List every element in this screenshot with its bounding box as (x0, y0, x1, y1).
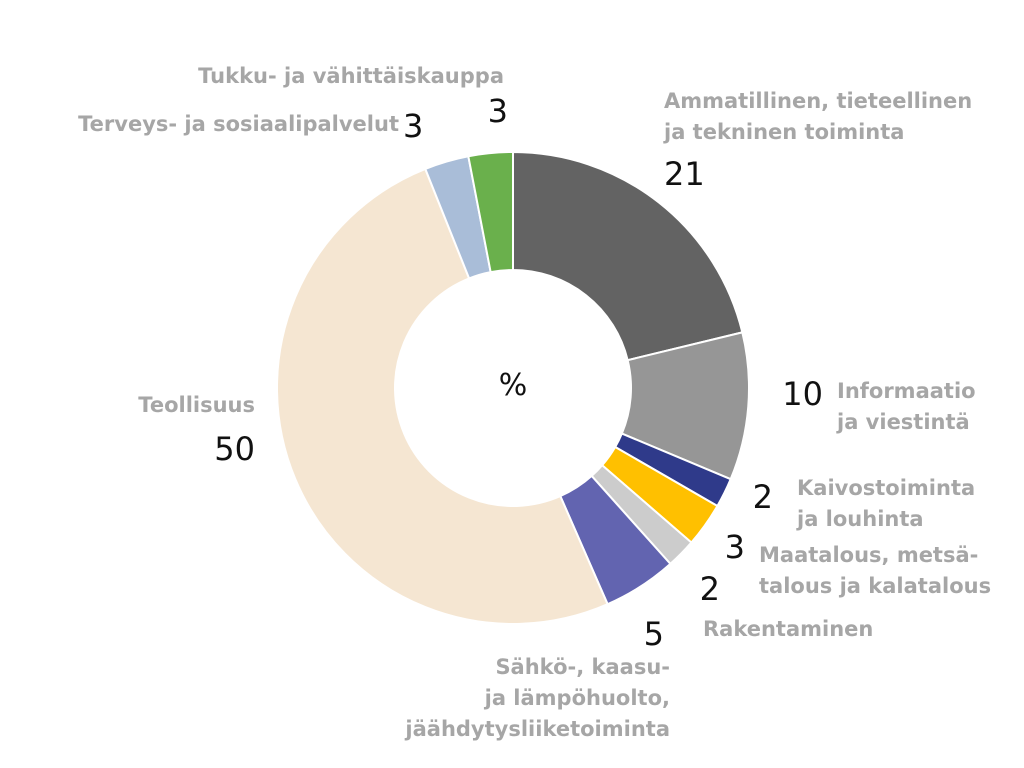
slice-value-3: 3 (725, 528, 745, 566)
slice-label-line: ja tekninen toiminta (663, 120, 904, 144)
slice-value-8: 3 (488, 92, 508, 130)
slice-8 (467, 150, 514, 274)
slice-label-line: Ammatillinen, tieteellinen (664, 89, 972, 113)
slice-label-line: Informaatio (837, 379, 976, 403)
slice-value-2: 2 (753, 478, 773, 516)
slice-label-line: Terveys- ja sosiaalipalvelut (78, 112, 399, 136)
slice-value-0: 21 (664, 155, 705, 193)
labels: Ammatillinen, tieteellinen ja tekninen to… (78, 64, 991, 741)
slice-label-5: Sähkö-, kaasu-ja lämpöhuolto, jäähdytysli… (404, 655, 670, 741)
slice-label-2: Kaivostoiminta ja louhinta (796, 476, 975, 531)
slice-0 (512, 150, 744, 362)
slice-value-7: 3 (403, 107, 423, 145)
slice-value-4: 2 (700, 570, 720, 608)
slices (276, 150, 750, 625)
slice-label-line: ja viestintä (836, 410, 970, 434)
slice-label-6: Teollisuus (138, 393, 255, 417)
slice-label-line: Maatalous, metsä- (759, 543, 978, 567)
slice-label-8: Tukku- ja vähittäiskauppa (198, 64, 504, 88)
slice-label-line: jäähdytysliiketoiminta (404, 717, 670, 741)
slice-label-line: ja lämpöhuolto, (484, 686, 670, 710)
slice-label-line: talous ja kalatalous (759, 574, 991, 598)
slice-value-5: 5 (644, 615, 664, 653)
slice-label-4: Rakentaminen (703, 617, 873, 641)
slice-label-7: Terveys- ja sosiaalipalvelut (78, 112, 399, 136)
slice-label-line: Rakentaminen (703, 617, 873, 641)
slice-6 (276, 167, 609, 625)
slice-label-line: Sähkö-, kaasu- (495, 655, 670, 679)
slice-value-1: 10 (782, 375, 823, 413)
slice-label-line: Teollisuus (138, 393, 255, 417)
slice-label-1: Informaatio ja viestintä (836, 379, 976, 434)
slice-label-0: Ammatillinen, tieteellinen ja tekninen to… (663, 89, 972, 144)
slice-label-3: Maatalous, metsä-talous ja kalatalous (759, 543, 991, 598)
slice-label-line: Tukku- ja vähittäiskauppa (198, 64, 504, 88)
slice-label-line: Kaivostoiminta (797, 476, 975, 500)
slice-label-line: ja louhinta (796, 507, 924, 531)
slice-value-6: 50 (214, 430, 255, 468)
center-label: % (499, 368, 528, 403)
